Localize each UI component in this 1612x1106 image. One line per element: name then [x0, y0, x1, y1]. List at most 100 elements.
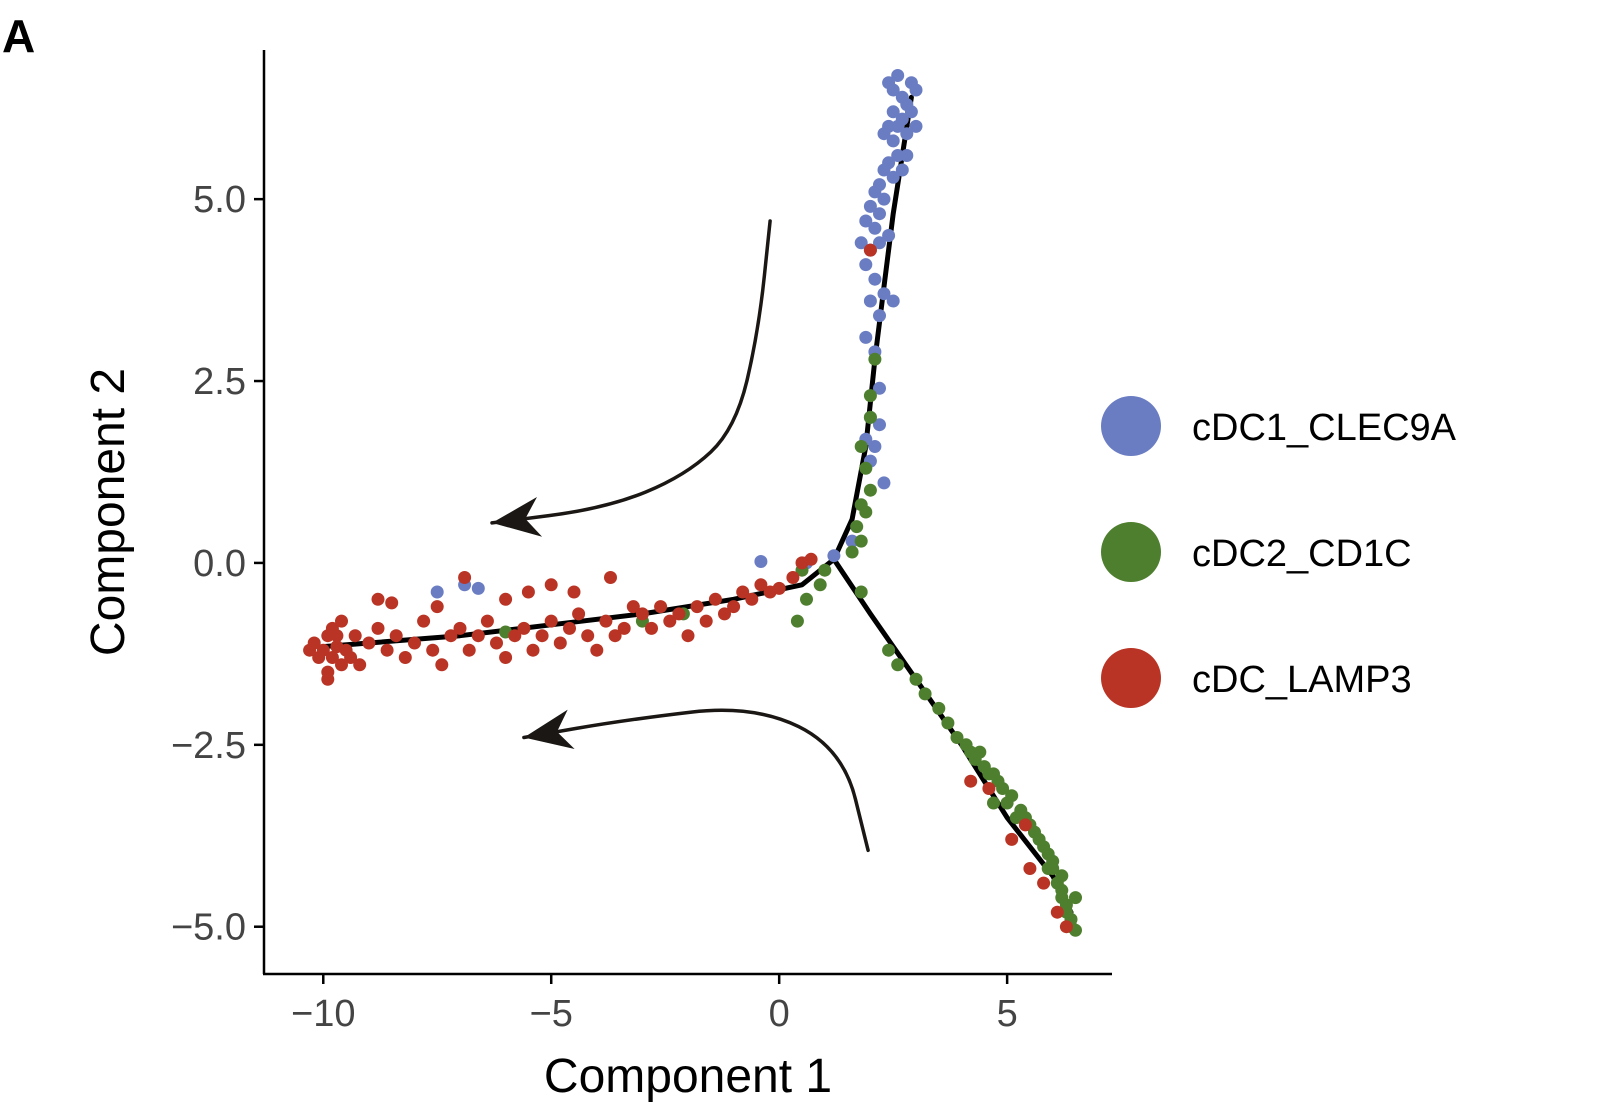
panel-label: A — [2, 10, 35, 62]
y-tick-label: 5.0 — [193, 179, 246, 221]
point-cdc-lamp3 — [303, 643, 317, 657]
point-cdc1-clec9a — [873, 381, 886, 395]
point-cdc-lamp3 — [312, 651, 326, 664]
point-cdc-lamp3 — [718, 607, 731, 621]
point-cdc1-clec9a — [854, 236, 868, 250]
point-cdc-lamp3 — [380, 643, 394, 657]
point-cdc-lamp3 — [499, 651, 513, 664]
point-cdc-lamp3 — [1005, 832, 1019, 846]
point-cdc-lamp3 — [535, 629, 549, 643]
point-cdc-lamp3 — [590, 643, 604, 657]
point-cdc1-clec9a — [900, 127, 914, 141]
y-axis-ticks: 5.0 2.5 0.0 −2.5 −5.0 — [171, 179, 264, 949]
point-cdc-lamp3 — [964, 774, 978, 788]
legend-key-cdc-lamp3 — [1101, 648, 1161, 708]
point-cdc2-cd1c — [800, 592, 813, 606]
point-cdc2-cd1c — [941, 716, 955, 730]
point-cdc2-cd1c — [818, 563, 832, 577]
point-cdc-lamp3 — [581, 629, 595, 643]
point-cdc1-clec9a — [430, 585, 444, 599]
point-cdc-lamp3 — [1018, 818, 1032, 832]
point-cdc-lamp3 — [572, 607, 586, 621]
point-cdc2-cd1c — [1069, 891, 1082, 905]
point-cdc2-cd1c — [854, 585, 868, 599]
point-cdc-lamp3 — [408, 636, 421, 650]
point-cdc-lamp3 — [567, 585, 581, 599]
point-cdc-lamp3 — [435, 658, 449, 672]
point-cdc2-cd1c — [964, 745, 978, 759]
point-cdc2-cd1c — [973, 745, 987, 759]
point-cdc1-clec9a — [895, 163, 909, 177]
point-cdc-lamp3 — [1059, 920, 1073, 934]
point-cdc2-cd1c — [1055, 883, 1069, 897]
legend: cDC1_CLEC9A cDC2_CD1C cDC_LAMP3 — [1101, 396, 1457, 708]
point-cdc1-clec9a — [873, 236, 886, 250]
x-tick-label: 0 — [769, 993, 790, 1035]
point-cdc1-clec9a — [873, 418, 886, 432]
point-cdc-lamp3 — [417, 614, 431, 628]
x-tick-label: −10 — [291, 993, 355, 1035]
point-cdc2-cd1c — [1059, 898, 1073, 912]
point-cdc1-clec9a — [877, 127, 891, 141]
point-cdc2-cd1c — [863, 410, 877, 424]
point-cdc-lamp3 — [672, 607, 686, 621]
point-cdc-lamp3 — [330, 629, 344, 643]
trajectory-layer — [320, 94, 1074, 915]
point-cdc1-clec9a — [886, 105, 900, 119]
point-cdc-lamp3 — [654, 600, 668, 614]
point-cdc-lamp3 — [398, 651, 412, 664]
point-cdc-lamp3 — [521, 585, 535, 599]
x-axis-ticks: −10 −5 0 5 — [291, 974, 1018, 1035]
point-cdc2-cd1c — [1000, 796, 1014, 810]
point-cdc-lamp3 — [663, 614, 677, 628]
x-axis-title: Component 1 — [544, 1050, 832, 1103]
point-cdc2-cd1c — [859, 461, 873, 475]
point-cdc1-clec9a — [877, 476, 891, 490]
point-cdc1-clec9a — [471, 581, 485, 595]
point-cdc2-cd1c — [868, 352, 882, 366]
point-cdc-lamp3 — [430, 600, 444, 614]
point-cdc-lamp3 — [1023, 862, 1037, 875]
annotation-arrowhead-2 — [523, 709, 575, 749]
annotation-layer — [490, 219, 870, 853]
x-tick-label: −5 — [530, 993, 573, 1035]
point-cdc-lamp3 — [1050, 905, 1064, 919]
point-cdc2-cd1c — [987, 796, 1000, 810]
point-cdc-lamp3 — [462, 643, 476, 657]
point-cdc2-cd1c — [845, 545, 859, 559]
point-cdc1-clec9a — [868, 272, 882, 286]
point-cdc2-cd1c — [1009, 811, 1023, 825]
point-cdc-lamp3 — [745, 592, 759, 606]
point-cdc1-clec9a — [895, 112, 909, 126]
point-cdc-lamp3 — [471, 629, 485, 643]
point-cdc1-clec9a — [863, 199, 877, 213]
point-cdc2-cd1c — [850, 520, 864, 534]
point-cdc1-clec9a — [886, 83, 900, 97]
point-cdc-lamp3 — [335, 614, 348, 628]
point-cdc1-clec9a — [909, 83, 923, 97]
point-cdc-lamp3 — [863, 243, 877, 257]
point-cdc-lamp3 — [708, 592, 722, 606]
point-cdc1-clec9a — [868, 185, 882, 199]
point-cdc-lamp3 — [389, 629, 403, 643]
point-cdc1-clec9a — [873, 207, 886, 221]
point-cdc1-clec9a — [882, 229, 896, 242]
point-cdc-lamp3 — [699, 614, 713, 628]
point-cdc-lamp3 — [608, 629, 622, 643]
point-cdc1-clec9a — [877, 287, 891, 301]
point-cdc1-clec9a — [845, 534, 859, 548]
point-cdc-lamp3 — [690, 600, 704, 614]
point-cdc-lamp3 — [544, 578, 558, 592]
point-cdc-lamp3 — [804, 552, 818, 566]
point-cdc-lamp3 — [626, 600, 640, 614]
point-cdc1-clec9a — [886, 170, 900, 184]
point-cdc2-cd1c — [932, 701, 946, 715]
point-cdc-lamp3 — [344, 651, 358, 664]
legend-label-cdc-lamp3: cDC_LAMP3 — [1192, 659, 1412, 701]
point-cdc-lamp3 — [786, 571, 800, 584]
point-cdc2-cd1c — [909, 672, 923, 686]
point-cdc-lamp3 — [553, 636, 567, 650]
point-cdc1-clec9a — [859, 330, 873, 344]
point-cdc1-clec9a — [868, 221, 882, 235]
